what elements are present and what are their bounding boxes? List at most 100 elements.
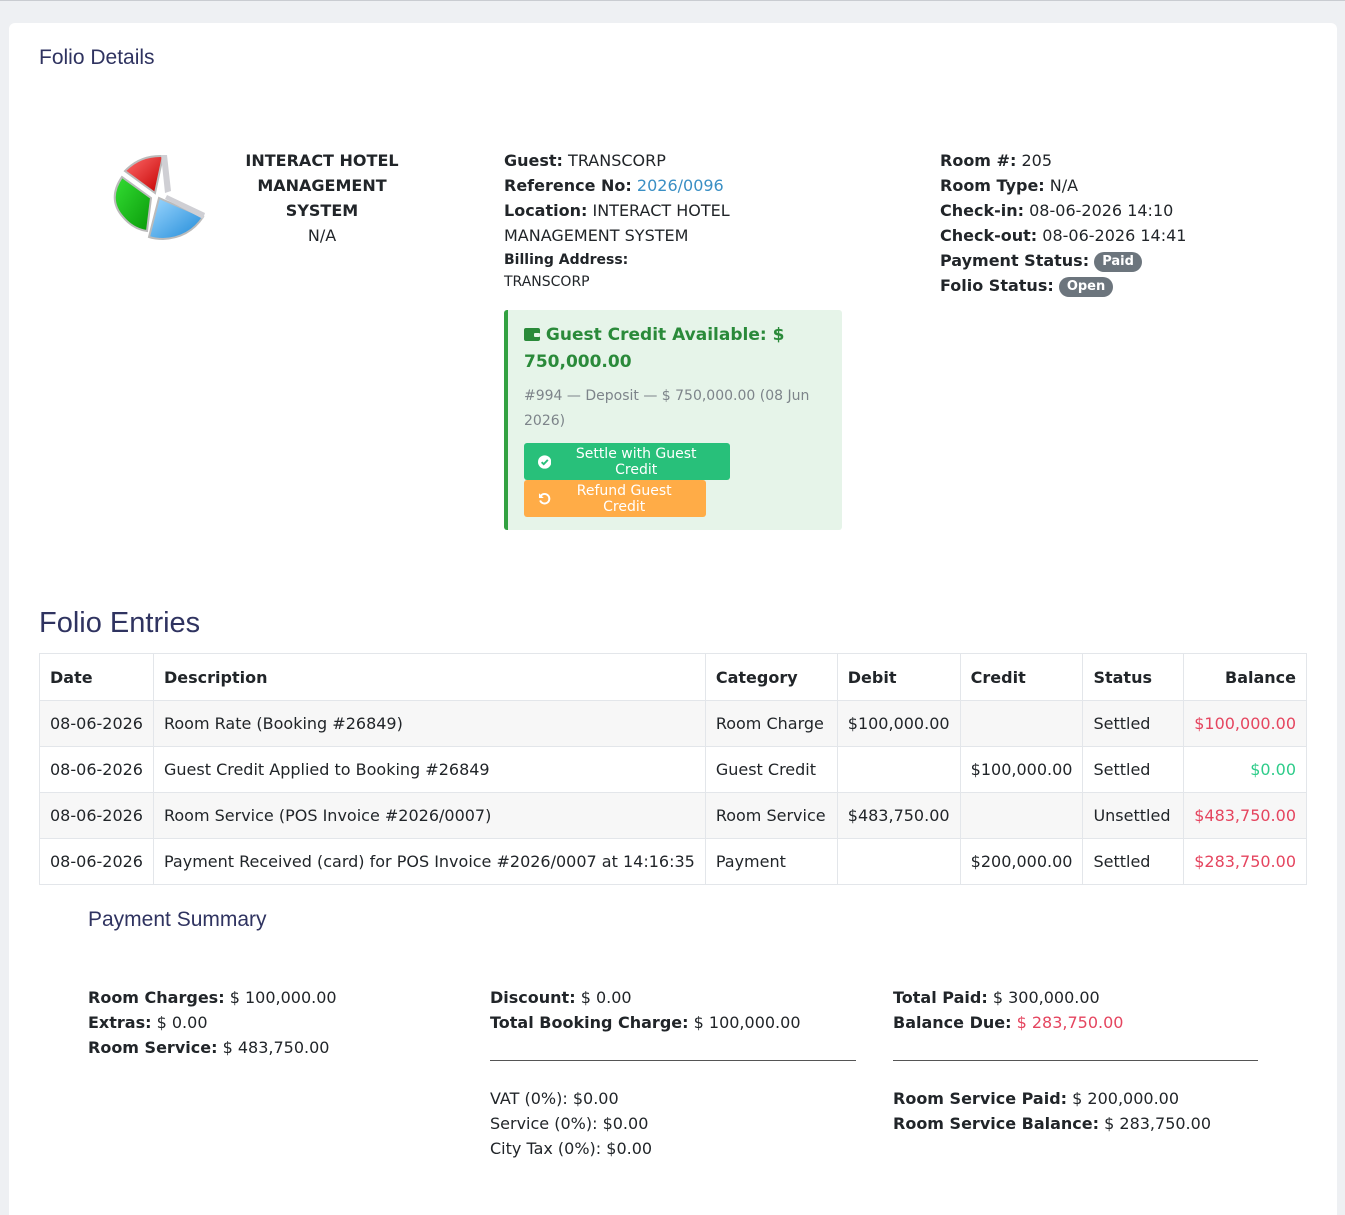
table-row: 08-06-2026 Payment Received (card) for P… [39,838,1308,885]
cell-category: Payment [704,838,838,885]
summary-col-2: Discount: $ 0.00 Total Booking Charge: $… [490,985,801,1035]
room-service-value: $ 483,750.00 [222,1038,330,1057]
cell-category: Room Charge [704,700,838,747]
divider [490,1060,856,1061]
reference-link[interactable]: 2026/0096 [636,176,724,195]
cell-category: Guest Credit [704,746,838,793]
balance-due-label: Balance Due: [893,1013,1012,1032]
cell-credit [959,792,1084,839]
cell-date: 08-06-2026 [39,746,154,793]
cell-status: Settled [1082,700,1184,747]
guest-credit-note-2: 2026) [524,413,566,429]
location-value: INTERACT HOTEL [592,201,730,220]
room-service-summary: Room Service Paid: $ 200,000.00 Room Ser… [893,1086,1211,1136]
guest-credit-amount: 750,000.00 [524,352,632,372]
balance-due-value: $ 283,750.00 [1016,1013,1124,1032]
undo-icon [538,492,551,504]
cell-status: Unsettled [1082,792,1184,839]
room-type-value: N/A [1049,176,1079,195]
header-description: Description [152,653,706,701]
folio-card: Folio Details INTERACT HOTEL MANAGEMENT … [9,23,1337,1215]
tax-lines: VAT (0%): $0.00 Service (0%): $0.00 City… [490,1086,652,1161]
refund-guest-credit-label: Refund Guest Credit [576,482,672,515]
room-charges-label: Room Charges: [88,988,225,1007]
room-charges-value: $ 100,000.00 [229,988,337,1007]
settle-guest-credit-button[interactable]: Settle with Guest Credit [524,443,730,480]
folio-entries-title: Folio Entries [39,607,201,639]
hotel-name: INTERACT HOTEL MANAGEMENT SYSTEM [245,151,399,220]
refund-guest-credit-button[interactable]: Refund Guest Credit [524,480,706,517]
check-circle-icon [538,454,552,469]
settle-guest-credit-label: Settle with Guest Credit [575,445,697,478]
cell-debit [836,746,961,793]
header-balance: Balance [1182,653,1308,701]
room-info: Room #: 205 Room Type: N/A Check-in: 08-… [940,148,1186,298]
discount-value: $ 0.00 [580,988,632,1007]
cell-balance: $0.00 [1182,746,1308,793]
room-service-label: Room Service: [88,1038,218,1057]
folio-entries-table: Date Description Category Debit Credit S… [39,653,1308,885]
discount-label: Discount: [490,988,576,1007]
header-date: Date [39,653,154,701]
rs-balance-value: $ 283,750.00 [1104,1114,1211,1133]
guest-info: Guest: TRANSCORP Reference No: 2026/0096… [504,148,730,293]
guest-credit-note: #994 — Deposit — $ 750,000.00 (08 Jun 20… [524,384,824,434]
table-row: 08-06-2026 Room Rate (Booking #26849) Ro… [39,700,1308,747]
cell-status: Settled [1082,838,1184,885]
guest-value: TRANSCORP [568,151,666,170]
total-booking-label: Total Booking Charge: [490,1013,689,1032]
cell-credit: $100,000.00 [959,746,1084,793]
summary-col-3: Total Paid: $ 300,000.00 Balance Due: $ … [893,985,1123,1035]
cell-credit: $200,000.00 [959,838,1084,885]
cell-date: 08-06-2026 [39,838,154,885]
service-line: Service (0%): $0.00 [490,1114,649,1133]
rs-paid-value: $ 200,000.00 [1072,1089,1180,1108]
header-status: Status [1082,653,1184,701]
table-row: 08-06-2026 Guest Credit Applied to Booki… [39,746,1308,793]
extras-value: $ 0.00 [156,1013,208,1032]
room-value: 205 [1021,151,1052,170]
payment-summary-title: Payment Summary [88,908,267,931]
cell-balance: $100,000.00 [1182,700,1308,747]
guest-credit-note-1: #994 — Deposit — $ 750,000.00 (08 Jun [524,388,810,404]
extras-label: Extras: [88,1013,152,1032]
cell-debit: $100,000.00 [836,700,961,747]
vat-line: VAT (0%): $0.00 [490,1089,619,1108]
cell-category: Room Service [704,792,838,839]
billing-label: Billing Address: [504,252,629,268]
cell-description: Payment Received (card) for POS Invoice … [152,838,706,885]
cell-date: 08-06-2026 [39,700,154,747]
header-category: Category [704,653,838,701]
guest-credit-title: Guest Credit Available: $ 750,000.00 [524,322,834,376]
cell-credit [959,700,1084,747]
checkin-value: 08-06-2026 14:10 [1029,201,1174,220]
header-debit: Debit [836,653,961,701]
guest-credit-title-1: Guest Credit Available: $ [545,325,785,345]
checkout-label: Check-out: [940,226,1038,245]
checkout-value: 08-06-2026 14:41 [1042,226,1187,245]
folio-status-badge: Open [1058,277,1114,297]
hotel-info: INTERACT HOTEL MANAGEMENT SYSTEM N/A [234,148,410,248]
total-booking-value: $ 100,000.00 [693,1013,801,1032]
room-type-label: Room Type: [940,176,1045,195]
divider [893,1060,1258,1061]
total-paid-value: $ 300,000.00 [992,988,1100,1007]
cell-description: Room Rate (Booking #26849) [152,700,706,747]
total-paid-label: Total Paid: [893,988,988,1007]
cell-balance: $483,750.00 [1182,792,1308,839]
room-label: Room #: [940,151,1017,170]
cell-status: Settled [1082,746,1184,793]
hotel-sub: N/A [307,226,337,245]
cell-description: Room Service (POS Invoice #2026/0007) [152,792,706,839]
location-value-cont: MANAGEMENT SYSTEM [504,226,689,245]
folio-status-label: Folio Status: [940,276,1054,295]
reference-label: Reference No: [504,176,632,195]
rs-paid-label: Room Service Paid: [893,1089,1068,1108]
cell-debit [836,838,961,885]
cell-balance: $283,750.00 [1182,838,1308,885]
table-row: 08-06-2026 Room Service (POS Invoice #20… [39,792,1308,839]
table-header-row: Date Description Category Debit Credit S… [39,653,1308,701]
payment-status-label: Payment Status: [940,251,1090,270]
cell-description: Guest Credit Applied to Booking #26849 [152,746,706,793]
summary-col-1: Room Charges: $ 100,000.00 Extras: $ 0.0… [88,985,337,1060]
